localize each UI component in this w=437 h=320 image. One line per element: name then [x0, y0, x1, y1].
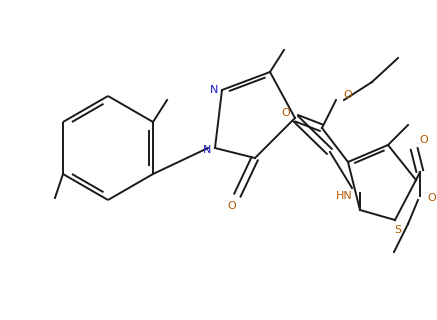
Text: HN: HN — [336, 191, 352, 201]
Text: O: O — [281, 108, 290, 118]
Text: O: O — [428, 193, 437, 203]
Text: O: O — [228, 201, 236, 211]
Text: S: S — [395, 225, 402, 235]
Text: O: O — [420, 135, 428, 145]
Text: N: N — [210, 85, 218, 95]
Text: N: N — [203, 145, 211, 155]
Text: O: O — [343, 90, 352, 100]
